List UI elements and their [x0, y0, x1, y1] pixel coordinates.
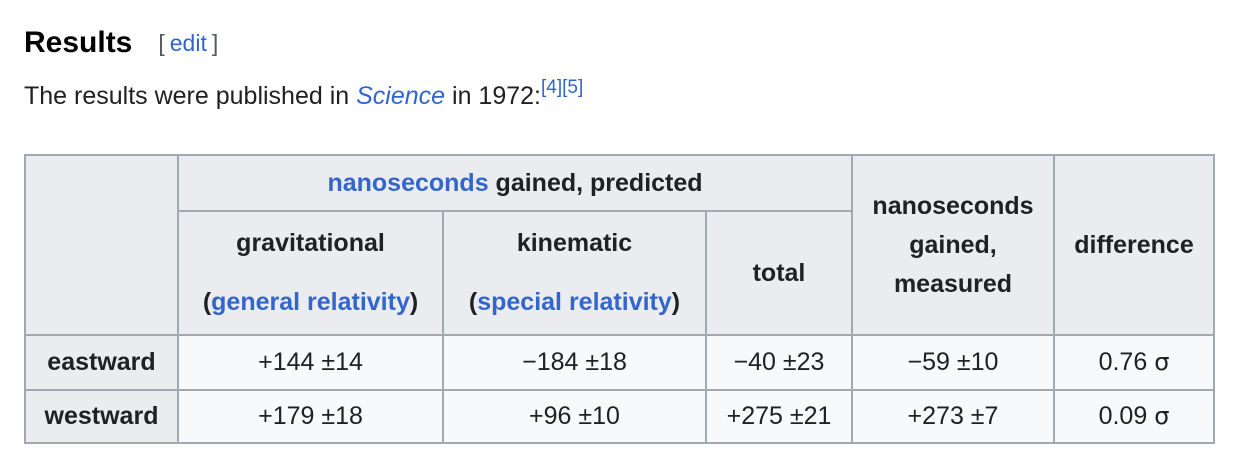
edit-link[interactable]: edit: [169, 29, 207, 56]
header-measured-line3: measured: [893, 269, 1013, 298]
reference-4-link[interactable]: [4]: [541, 77, 563, 98]
cell-difference: 0.09 σ: [1053, 389, 1215, 444]
paren-open: (: [468, 288, 478, 316]
table-row: westward +179 ±18 +96 ±10 +275 ±21 +273 …: [24, 389, 1215, 444]
corner-header: [24, 154, 179, 336]
results-table: nanoseconds gained, predicted nanosecond…: [24, 154, 1215, 444]
header-predicted-text: gained, predicted: [488, 168, 703, 197]
cell-measured: −59 ±10: [851, 334, 1055, 391]
reference-5: [5]: [562, 77, 583, 98]
sigma-symbol: σ: [1154, 348, 1170, 376]
cell-gravitational: +179 ±18: [177, 389, 444, 444]
cell-kinematic: −184 ±18: [442, 334, 707, 391]
reference-4: [4]: [541, 77, 562, 98]
header-predicted: nanoseconds gained, predicted: [177, 154, 853, 212]
nanoseconds-link[interactable]: nanoseconds: [327, 168, 489, 197]
header-difference: difference: [1053, 154, 1215, 336]
cell-total: −40 ±23: [705, 334, 853, 391]
difference-value: 0.76: [1098, 348, 1148, 376]
cell-total: +275 ±21: [705, 389, 853, 444]
header-kinematic: kinematic (special relativity): [442, 210, 707, 336]
header-kinematic-label: kinematic: [516, 229, 633, 257]
edit-section: [ edit ]: [158, 30, 218, 57]
difference-value: 0.09: [1098, 402, 1148, 430]
header-gravitational-label: gravitational: [236, 229, 385, 257]
paren-close: ): [409, 288, 419, 316]
cell-gravitational: +144 ±14: [177, 334, 444, 391]
header-measured-line1: nanoseconds: [872, 191, 1034, 220]
header-gravitational-sub: (general relativity): [179, 288, 442, 317]
paren-open: (: [202, 288, 212, 316]
sigma-symbol: σ: [1154, 402, 1170, 430]
row-label-eastward: eastward: [24, 334, 179, 391]
row-label-westward: westward: [24, 389, 179, 444]
header-kinematic-sub: (special relativity): [444, 288, 705, 317]
general-relativity-link[interactable]: general relativity: [211, 288, 410, 316]
cell-kinematic: +96 ±10: [442, 389, 707, 444]
intro-paragraph: The results were published in Science in…: [24, 78, 583, 111]
edit-bracket-close: ]: [211, 29, 219, 56]
header-measured: nanoseconds gained, measured: [851, 154, 1055, 336]
cell-difference: 0.76 σ: [1053, 334, 1215, 391]
intro-text-after: in 1972:: [445, 82, 541, 110]
section-title: Results: [24, 26, 133, 59]
section-heading: Results [ edit ]: [24, 22, 218, 64]
intro-text-before: The results were published in: [24, 82, 357, 110]
edit-bracket-open: [: [158, 29, 165, 56]
reference-5-link[interactable]: [5]: [562, 77, 584, 98]
paren-close: ): [671, 288, 681, 316]
header-measured-line2: gained,: [909, 230, 997, 259]
special-relativity-link[interactable]: special relativity: [477, 288, 672, 316]
header-gravitational: gravitational (general relativity): [177, 210, 444, 336]
header-total: total: [705, 210, 853, 336]
table-row: eastward +144 ±14 −184 ±18 −40 ±23 −59 ±…: [24, 334, 1215, 391]
science-link[interactable]: Science: [356, 82, 446, 110]
cell-measured: +273 ±7: [851, 389, 1055, 444]
